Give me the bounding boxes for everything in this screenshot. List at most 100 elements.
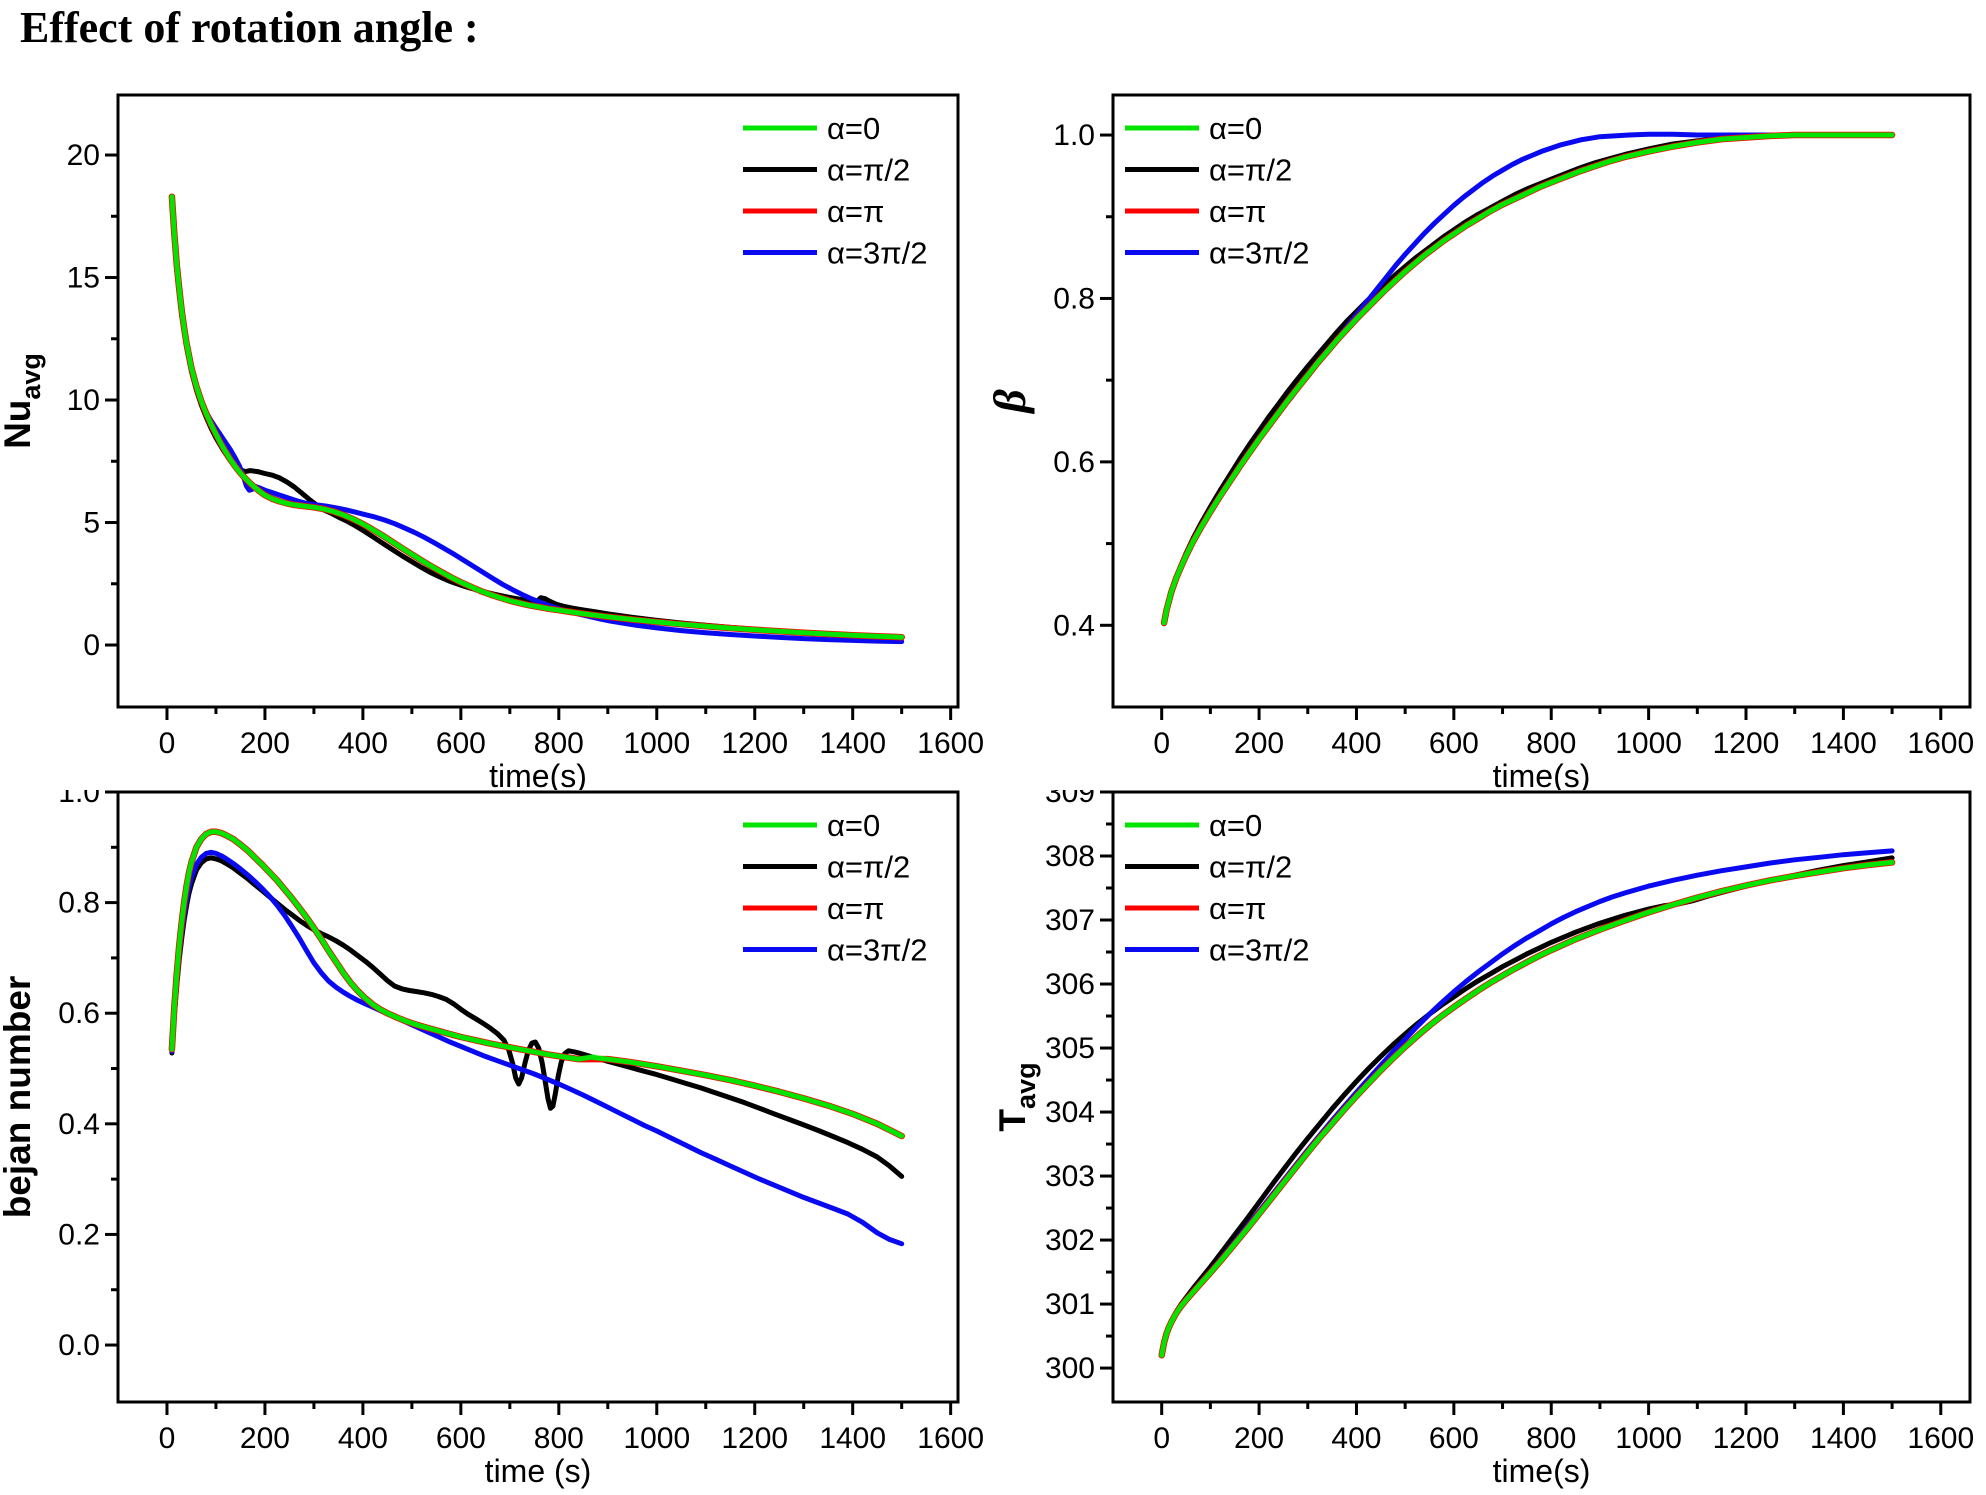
legend-label: α=π/2 xyxy=(827,153,910,188)
x-tick-label: 800 xyxy=(1526,1422,1576,1455)
x-tick-label: 200 xyxy=(240,727,290,760)
y-tick-label: 0 xyxy=(83,629,100,662)
x-tick-label: 200 xyxy=(1234,1422,1284,1455)
legend-item: α=π xyxy=(743,194,884,229)
x-tick-label: 800 xyxy=(1526,727,1576,760)
x-tick-label: 1600 xyxy=(1907,727,1974,760)
x-tick-label: 1600 xyxy=(1907,1422,1974,1455)
legend-item: α=π xyxy=(1125,891,1266,926)
plot-frame xyxy=(1111,93,1972,709)
x-tick-label: 0 xyxy=(1153,1422,1170,1455)
series-group xyxy=(1158,848,1896,1359)
x-tick-label: 1000 xyxy=(623,1422,690,1455)
y-tick-label: 10 xyxy=(67,384,100,417)
x-tick-label: 1400 xyxy=(1810,1422,1877,1455)
y-tick-label: 0.4 xyxy=(58,1108,100,1141)
y-tick-label: 305 xyxy=(1045,1032,1095,1065)
x-tick-label: 1200 xyxy=(721,1422,788,1455)
y-axis-label: β xyxy=(993,389,1035,415)
series-line-α=3π/2 xyxy=(1161,131,1895,626)
x-tick-label: 800 xyxy=(534,1422,584,1455)
x-tick-label: 400 xyxy=(338,727,388,760)
series-line-α=3π/2 xyxy=(1159,848,1895,1358)
series-line-α=π xyxy=(168,828,905,1140)
series-group xyxy=(168,193,905,645)
series-line-α=0 xyxy=(169,194,905,640)
y-tick-label: 0.8 xyxy=(58,887,100,920)
x-tick-label: 1200 xyxy=(1713,727,1780,760)
legend-label: α=π/2 xyxy=(1209,153,1292,188)
y-tick-label: 0.4 xyxy=(1053,609,1095,642)
y-tick-label: 0.0 xyxy=(58,1329,100,1362)
legend-label: α=3π/2 xyxy=(827,933,928,968)
x-tick-label: 400 xyxy=(1331,1422,1381,1455)
legend-item: α=0 xyxy=(1125,808,1262,843)
x-axis-label: time (s) xyxy=(485,1453,592,1489)
legend-item: α=π/2 xyxy=(743,153,910,188)
tick-labels: 0 200 400 600 800 1000 1200 1400 1600 0.4 0.6 0.8 1.… xyxy=(1053,119,1974,760)
x-tick-label: 400 xyxy=(1331,727,1381,760)
legend-item: α=3π/2 xyxy=(1125,933,1310,968)
legend: α=0 α=π/2 α=π α=3π/2 xyxy=(1125,111,1310,271)
x-tick-label: 1600 xyxy=(917,1422,984,1455)
x-tick-label: 0 xyxy=(159,727,176,760)
nu_avg-chart: 0 200 400 600 800 1000 1200 1400 1600 0 5 10 15 20 tim… xyxy=(0,93,984,790)
y-tick-label: 301 xyxy=(1045,1288,1095,1321)
series-line-α=π/2 xyxy=(1161,132,1895,627)
legend-item: α=π xyxy=(1125,194,1266,229)
x-tick-label: 0 xyxy=(159,1422,176,1455)
legend: α=0 α=π/2 α=π α=3π/2 xyxy=(743,111,928,271)
series-group xyxy=(168,828,905,1247)
y-tick-label: 0.2 xyxy=(58,1218,100,1251)
x-tick-label: 1400 xyxy=(819,727,886,760)
legend: α=0 α=π/2 α=π α=3π/2 xyxy=(743,808,928,968)
legend-item: α=3π/2 xyxy=(743,236,928,271)
y-tick-label: 304 xyxy=(1045,1096,1095,1129)
x-axis-label: time(s) xyxy=(1493,1453,1591,1489)
legend-item: α=3π/2 xyxy=(1125,236,1310,271)
y-tick-label: 308 xyxy=(1045,840,1095,873)
x-tick-label: 200 xyxy=(1234,727,1284,760)
plot-frame xyxy=(116,93,960,709)
series-line-α=π xyxy=(1160,131,1896,627)
tick-labels: 0 200 400 600 800 1000 1200 1400 1600 0 5 10 15 20 xyxy=(67,139,984,760)
legend-label: α=0 xyxy=(1209,111,1262,146)
tick-labels: 0 200 400 600 800 1000 1200 1400 1600 0.0 0.2 0.4 0.… xyxy=(58,790,984,1455)
x-tick-label: 600 xyxy=(1429,727,1479,760)
legend-label: α=π xyxy=(827,891,884,926)
legend-item: α=π/2 xyxy=(1125,850,1292,885)
x-tick-label: 0 xyxy=(1153,727,1170,760)
x-tick-label: 600 xyxy=(436,1422,486,1455)
tick-labels: 0 200 400 600 800 1000 1200 1400 1600 300 301 302 30… xyxy=(1045,790,1974,1455)
y-tick-label: 306 xyxy=(1045,968,1095,1001)
series-line-α=3π/2 xyxy=(169,195,905,645)
y-tick-label: 309 xyxy=(1045,790,1095,809)
series-group xyxy=(1160,131,1896,627)
legend-label: α=3π/2 xyxy=(827,236,928,271)
x-axis-label: time(s) xyxy=(1493,758,1591,790)
plot-frame xyxy=(116,790,960,1404)
y-tick-label: 1.0 xyxy=(1053,119,1095,152)
legend-label: α=0 xyxy=(827,808,880,843)
y-axis-label: bejan number xyxy=(0,976,38,1219)
legend-item: α=π xyxy=(743,891,884,926)
series-line-α=0 xyxy=(1161,132,1895,626)
page-title: Effect of rotation angle : xyxy=(20,3,479,52)
legend-item: α=π/2 xyxy=(743,850,910,885)
series-line-α=0 xyxy=(169,829,905,1139)
x-tick-label: 1600 xyxy=(917,727,984,760)
legend-item: α=0 xyxy=(743,808,880,843)
series-line-α=π/2 xyxy=(169,196,905,641)
beta-chart: 0 200 400 600 800 1000 1200 1400 1600 0.4 0.6 0.8 1.… xyxy=(993,93,1974,790)
x-tick-label: 1400 xyxy=(1810,727,1877,760)
legend-item: α=0 xyxy=(1125,111,1262,146)
y-tick-label: 0.6 xyxy=(1053,446,1095,479)
plot-frame xyxy=(1111,790,1972,1404)
legend-label: α=3π/2 xyxy=(1209,236,1310,271)
x-axis-label: time(s) xyxy=(489,758,587,790)
y-tick-label: 302 xyxy=(1045,1224,1095,1257)
axis-ticks xyxy=(1100,790,1943,1415)
y-tick-label: 307 xyxy=(1045,904,1095,937)
legend: α=0 α=π/2 α=π α=3π/2 xyxy=(1125,808,1310,968)
